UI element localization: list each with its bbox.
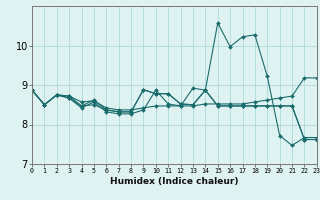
X-axis label: Humidex (Indice chaleur): Humidex (Indice chaleur): [110, 177, 239, 186]
